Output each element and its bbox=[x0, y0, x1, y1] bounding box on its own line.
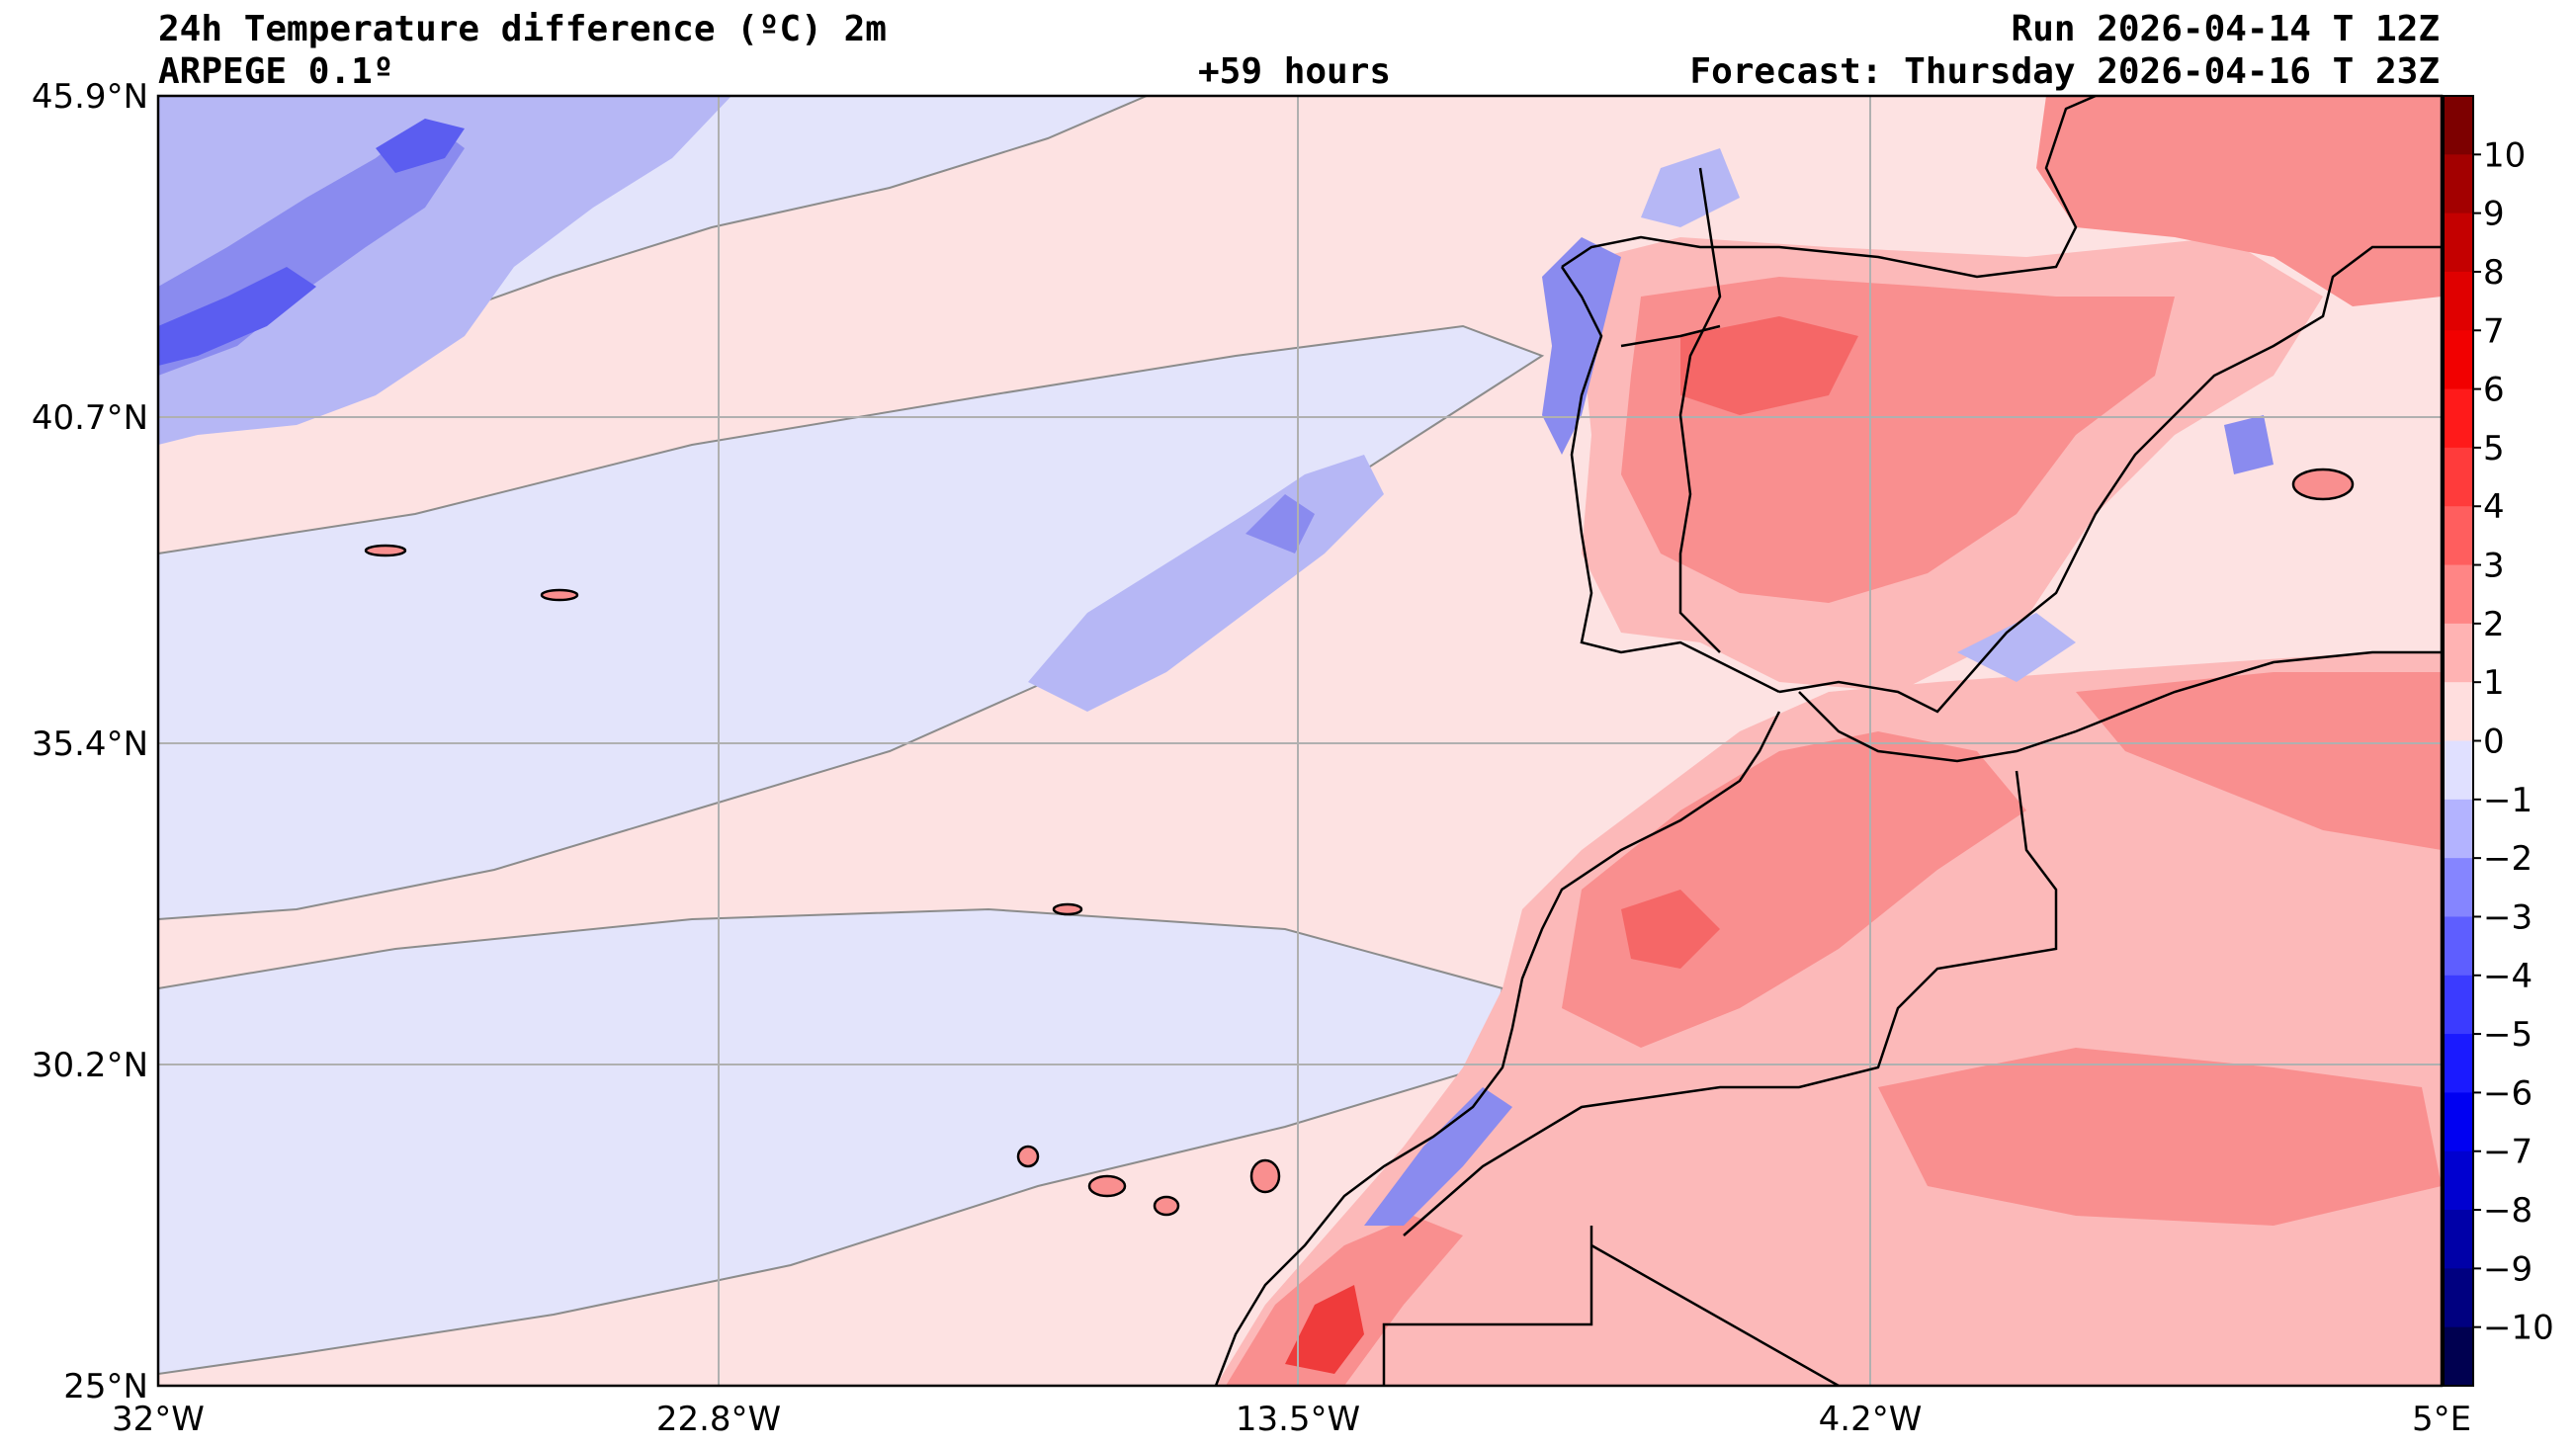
lon-tick-label: 4.2°W bbox=[1819, 1400, 1923, 1439]
field-cool-balearic bbox=[2224, 415, 2274, 474]
lon-tick-label: 5°E bbox=[2412, 1400, 2471, 1439]
field-cool-south-band bbox=[158, 907, 1504, 1376]
lat-tick-label: 45.9°N bbox=[32, 77, 148, 117]
graticule bbox=[158, 96, 2442, 1386]
run-time: Run 2026-04-14 T 12Z bbox=[2011, 9, 2440, 49]
field-warm-africa-south bbox=[1878, 1048, 2442, 1226]
lon-tick-label: 13.5°W bbox=[1236, 1400, 1360, 1439]
colorbar-segment bbox=[2444, 858, 2473, 917]
field-warm-morocco-core bbox=[1621, 890, 1720, 969]
field-cool-galicia-coast bbox=[1542, 237, 1621, 455]
field-warm-africa-east bbox=[2076, 672, 2442, 850]
lead-time: +59 hours bbox=[1198, 51, 1392, 92]
colorbar-label: −9 bbox=[2483, 1249, 2533, 1289]
colorbar-label: −6 bbox=[2483, 1073, 2533, 1113]
colorbar-segment bbox=[2444, 1092, 2473, 1152]
colorbar-label: 6 bbox=[2483, 371, 2505, 410]
colorbar-label: 3 bbox=[2483, 547, 2505, 586]
model-name: ARPEGE 0.1º bbox=[158, 51, 394, 92]
colorbar-segment bbox=[2444, 1210, 2473, 1269]
field-cool-biscay bbox=[1641, 148, 1740, 227]
lon-tick-label: 32°W bbox=[112, 1400, 205, 1439]
colorbar-label: −5 bbox=[2483, 1015, 2533, 1055]
borders bbox=[1382, 770, 2058, 1386]
colorbar-segment bbox=[2444, 330, 2473, 390]
colorbar-segment bbox=[2444, 916, 2473, 977]
map-area bbox=[158, 96, 2442, 1386]
islands bbox=[364, 468, 2355, 1217]
colorbar-segment bbox=[2444, 799, 2473, 859]
colorbar-label: 2 bbox=[2483, 605, 2505, 644]
colorbar-label: −4 bbox=[2483, 957, 2533, 996]
colorbar-label: 5 bbox=[2483, 429, 2505, 468]
forecast-time: Forecast: Thursday 2026-04-16 T 23Z bbox=[1689, 51, 2440, 92]
colorbar-segment bbox=[2444, 213, 2473, 273]
colorbar-segment bbox=[2444, 564, 2473, 625]
colorbar-label: 8 bbox=[2483, 253, 2505, 293]
lon-axis: 32°W 22.8°W 13.5°W 4.2°W 5°E bbox=[112, 1400, 2471, 1439]
lat-tick-label: 25°N bbox=[63, 1367, 148, 1406]
chart-title: 24h Temperature difference (ºC) 2m bbox=[158, 9, 887, 49]
field-cool-alboran bbox=[1957, 613, 2076, 682]
colorbar-segment bbox=[2444, 1268, 2473, 1328]
colorbar-label: −7 bbox=[2483, 1133, 2533, 1172]
lat-tick-label: 40.7°N bbox=[32, 398, 148, 438]
colorbar-segment bbox=[2444, 506, 2473, 566]
colorbar-segment bbox=[2444, 271, 2473, 331]
colorbar-label: −1 bbox=[2483, 781, 2533, 820]
field-cool-deep-northwest bbox=[158, 96, 731, 445]
field-warm-iberia-core bbox=[1680, 316, 1858, 415]
field-warm-northeast bbox=[2036, 96, 2442, 306]
lat-tick-label: 35.4°N bbox=[32, 724, 148, 764]
colorbar-label: −3 bbox=[2483, 897, 2533, 937]
field-warm-africa-strong bbox=[1562, 731, 2026, 1048]
field-cool-atlantic-coast bbox=[1364, 1087, 1512, 1226]
lat-tick-label: 30.2°N bbox=[32, 1046, 148, 1085]
colorbar-segment bbox=[2444, 388, 2473, 449]
colorbar-label: 0 bbox=[2483, 723, 2505, 762]
colorbar-label: 1 bbox=[2483, 663, 2505, 703]
colorbar-segment bbox=[2444, 447, 2473, 507]
colorbar-segment bbox=[2444, 1034, 2473, 1093]
colorbar-label: 4 bbox=[2483, 487, 2505, 527]
colorbar-segment bbox=[2444, 682, 2473, 741]
colorbar-segment bbox=[2444, 740, 2473, 801]
colorbar-segment bbox=[2444, 1150, 2473, 1211]
field-cool-strong-northwest bbox=[158, 267, 316, 366]
colorbar-label: 7 bbox=[2483, 311, 2505, 351]
colorbar-label: 9 bbox=[2483, 195, 2505, 234]
colorbar-segment bbox=[2444, 96, 2473, 155]
colorbar-label: −2 bbox=[2483, 839, 2533, 879]
colorbar-label: −8 bbox=[2483, 1191, 2533, 1231]
coastlines bbox=[1214, 96, 2442, 1386]
colorbar-label: −10 bbox=[2483, 1309, 2554, 1348]
colorbar-segment bbox=[2444, 623, 2473, 683]
field-cool-strong-north bbox=[376, 119, 465, 173]
lon-tick-label: 22.8°W bbox=[656, 1400, 781, 1439]
map-frame bbox=[156, 94, 2444, 1388]
colorbar-segment bbox=[2444, 154, 2473, 214]
lat-axis: 45.9°N 40.7°N 35.4°N 30.2°N 25°N bbox=[32, 77, 148, 1406]
colorbar-label: 10 bbox=[2483, 135, 2526, 175]
colorbar-segment bbox=[2444, 1326, 2473, 1387]
field-warm-coast-core bbox=[1285, 1285, 1364, 1374]
colorbar-segment bbox=[2444, 975, 2473, 1035]
